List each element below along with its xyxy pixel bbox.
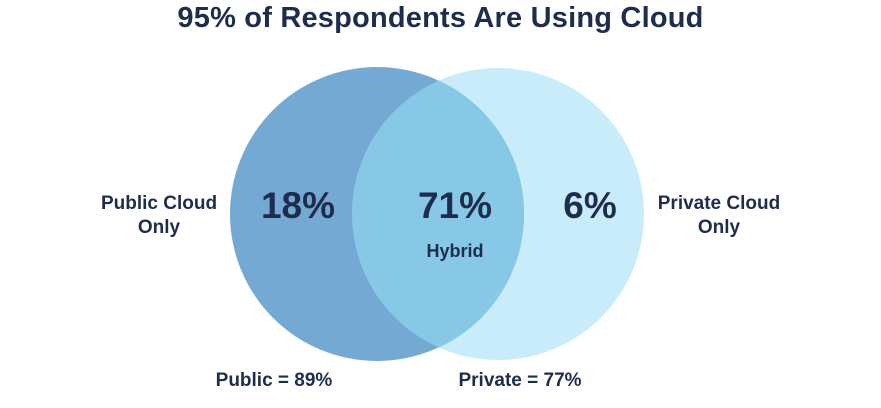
public-cloud-only-label-line1: Public Cloud — [100, 193, 218, 214]
public-total-label: Public = 89% — [215, 370, 333, 391]
private-only-value: 6% — [563, 185, 617, 226]
private-cloud-only-label-line1: Private Cloud — [657, 193, 781, 214]
public-cloud-only-label-line2: Only — [137, 217, 181, 238]
public-cloud-only-label: Public Cloud Only — [84, 192, 234, 240]
hybrid-overlap-region — [352, 68, 524, 360]
hybrid-label: Hybrid — [426, 241, 484, 261]
private-total-label: Private = 77% — [458, 370, 582, 391]
page-title: 95% of Respondents Are Using Cloud — [177, 2, 704, 34]
public-only-value: 18% — [260, 185, 336, 226]
private-cloud-only-label: Private Cloud Only — [644, 192, 794, 240]
private-cloud-only-label-line2: Only — [697, 217, 741, 238]
hybrid-value: 71% — [417, 185, 493, 226]
